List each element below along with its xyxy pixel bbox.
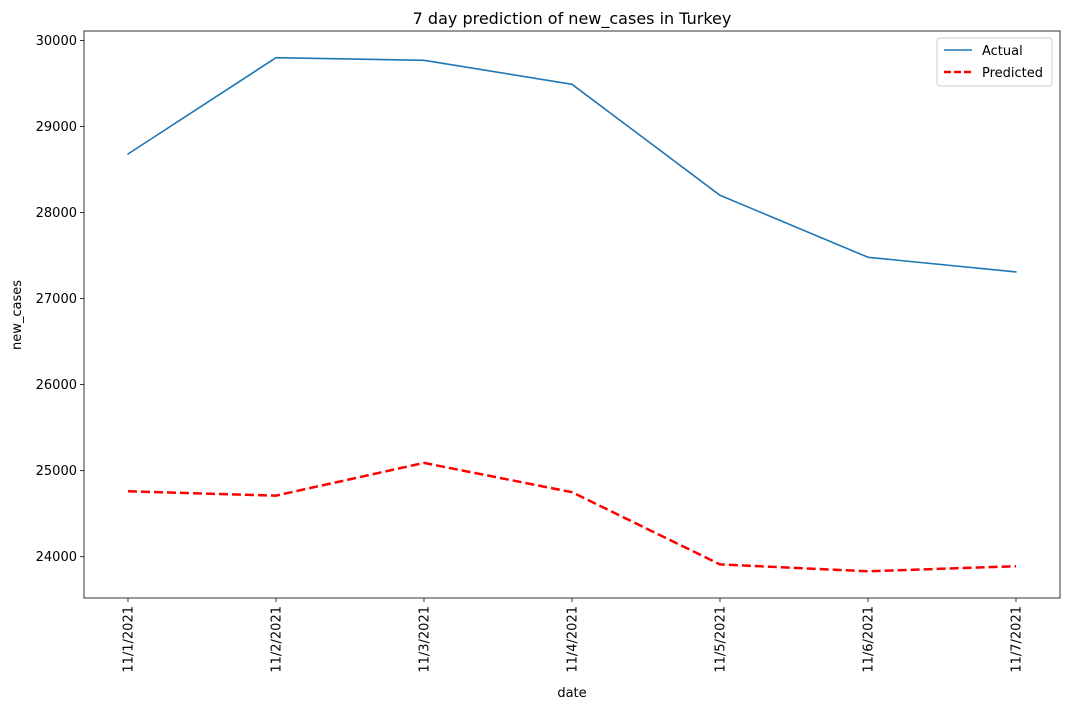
- legend: Actual Predicted: [936, 37, 1053, 87]
- y-tick-label: 26000: [36, 378, 77, 393]
- y-tick-label: 28000: [36, 206, 77, 221]
- x-axis-label: date: [557, 686, 586, 701]
- y-tick-label: 25000: [36, 464, 77, 479]
- x-axis: 11/1/2021 11/2/2021 11/3/2021 11/4/2021 11/5…: [122, 598, 1025, 673]
- chart-title: 7 day prediction of new_cases in Turkey: [413, 9, 732, 29]
- x-tick-label: 11/4/2021: [566, 606, 581, 673]
- x-tick-label: 11/1/2021: [122, 606, 137, 673]
- x-tick-label: 11/6/2021: [862, 606, 877, 673]
- x-tick-label: 11/7/2021: [1010, 606, 1025, 673]
- series-line-predicted: [127, 461, 1017, 573]
- y-axis: 24000 25000 26000 27000 28000 29000 30000: [36, 34, 84, 565]
- y-tick-label: 24000: [36, 550, 77, 565]
- legend-label-predicted: Predicted: [982, 66, 1043, 81]
- plot-frame: [83, 30, 1061, 599]
- series-line-actual: [127, 56, 1017, 273]
- x-tick-label: 11/5/2021: [714, 606, 729, 673]
- x-tick-label: 11/3/2021: [418, 606, 433, 673]
- series-layer: [127, 56, 1017, 573]
- y-axis-label: new_cases: [10, 280, 25, 350]
- x-tick-label: 11/2/2021: [270, 606, 285, 673]
- y-tick-label: 29000: [36, 120, 77, 135]
- y-tick-label: 27000: [36, 292, 77, 307]
- y-tick-label: 30000: [36, 34, 77, 49]
- legend-label-actual: Actual: [982, 44, 1023, 59]
